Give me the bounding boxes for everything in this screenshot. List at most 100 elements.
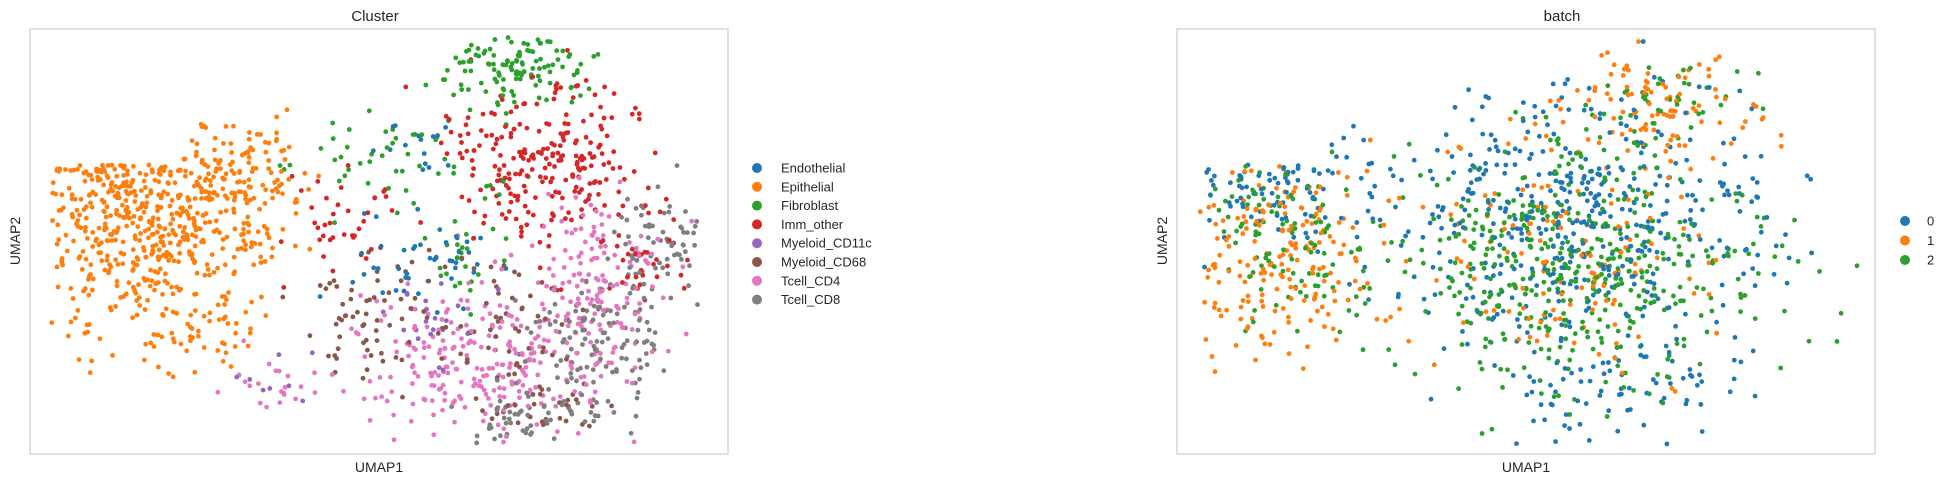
- scatter-point: [1526, 340, 1532, 345]
- scatter-point: [459, 87, 465, 92]
- scatter-point: [1261, 277, 1266, 283]
- scatter-point: [517, 121, 523, 127]
- scatter-point: [188, 312, 194, 318]
- scatter-point: [1650, 271, 1656, 277]
- scatter-point: [1608, 214, 1613, 219]
- scatter-point: [1486, 207, 1491, 212]
- scatter-point: [482, 196, 488, 201]
- scatter-point: [524, 222, 530, 228]
- scatter-point: [1687, 276, 1692, 282]
- scatter-point: [1732, 248, 1738, 254]
- scatter-point: [246, 160, 252, 166]
- scatter-point: [192, 196, 198, 201]
- scatter-point: [537, 66, 542, 71]
- scatter-point: [113, 304, 118, 309]
- scatter-point: [1699, 379, 1705, 384]
- scatter-point: [1783, 232, 1788, 238]
- scatter-point: [125, 191, 130, 197]
- scatter-point: [660, 295, 666, 301]
- scatter-point: [187, 204, 193, 210]
- scatter-point: [1294, 257, 1300, 263]
- scatter-point: [1601, 209, 1607, 215]
- scatter-point: [681, 285, 687, 291]
- scatter-point: [1605, 264, 1611, 270]
- scatter-point: [1540, 149, 1546, 154]
- scatter-point: [1468, 180, 1474, 186]
- scatter-point: [1754, 180, 1760, 185]
- scatter-point: [335, 346, 341, 352]
- scatter-point: [1595, 202, 1601, 208]
- scatter-point: [1209, 354, 1215, 359]
- scatter-point: [551, 396, 556, 402]
- scatter-point: [501, 258, 507, 264]
- scatter-point: [221, 141, 226, 146]
- scatter-point: [1434, 182, 1440, 188]
- scatter-point: [1649, 191, 1655, 196]
- scatter-point: [186, 198, 191, 203]
- scatter-point: [338, 154, 344, 160]
- scatter-point: [1545, 218, 1550, 224]
- scatter-point: [1731, 376, 1737, 382]
- scatter-point: [582, 316, 588, 322]
- scatter-point: [1308, 249, 1314, 255]
- scatter-point: [1609, 187, 1615, 193]
- scatter-point: [1471, 227, 1477, 233]
- scatter-point: [1741, 271, 1746, 277]
- scatter-point: [330, 235, 336, 241]
- scatter-point: [1260, 266, 1266, 272]
- scatter-point: [1563, 336, 1569, 342]
- scatter-point: [519, 306, 525, 312]
- scatter-point: [1714, 330, 1720, 336]
- scatter-point: [543, 175, 549, 181]
- scatter-point: [393, 135, 399, 141]
- scatter-point: [1633, 114, 1639, 120]
- scatter-point: [1289, 256, 1295, 262]
- scatter-point: [1603, 298, 1609, 303]
- scatter-point: [537, 40, 543, 46]
- scatter-point: [574, 159, 580, 165]
- scatter-point: [474, 365, 480, 371]
- scatter-point: [619, 214, 624, 220]
- scatter-point: [193, 291, 199, 297]
- scatter-point: [1520, 203, 1526, 209]
- scatter-point: [1479, 232, 1485, 238]
- scatter-point: [1473, 220, 1478, 226]
- scatter-point: [457, 280, 463, 286]
- scatter-point: [1250, 187, 1255, 193]
- scatter-point: [1531, 204, 1537, 209]
- scatter-point: [590, 367, 596, 373]
- scatter-point: [206, 171, 211, 177]
- scatter-point: [643, 258, 648, 263]
- scatter-point: [492, 111, 497, 117]
- scatter-point: [1554, 360, 1560, 366]
- scatter-point: [458, 82, 464, 88]
- scatter-point: [471, 383, 476, 389]
- scatter-point: [189, 138, 195, 144]
- scatter-point: [1583, 156, 1589, 162]
- scatter-point: [468, 58, 474, 64]
- scatter-point: [1529, 151, 1534, 157]
- scatter-point: [270, 188, 275, 194]
- scatter-point: [449, 276, 454, 281]
- scatter-point: [69, 196, 75, 202]
- scatter-point: [1619, 206, 1625, 212]
- scatter-point: [365, 180, 371, 186]
- scatter-point: [330, 211, 336, 217]
- scatter-point: [246, 184, 252, 190]
- scatter-point: [1526, 231, 1532, 236]
- scatter-point: [231, 254, 237, 260]
- scatter-point: [228, 141, 234, 147]
- scatter-point: [94, 236, 99, 242]
- scatter-point: [367, 418, 373, 423]
- scatter-point: [508, 420, 514, 426]
- scatter-point: [1588, 253, 1593, 259]
- scatter-point: [1585, 137, 1591, 142]
- scatter-point: [565, 47, 570, 53]
- scatter-point: [1521, 365, 1527, 371]
- scatter-point: [476, 53, 482, 59]
- scatter-point: [1313, 229, 1319, 235]
- scatter-point: [497, 398, 503, 404]
- scatter-point: [1467, 273, 1473, 279]
- scatter-point: [560, 48, 566, 54]
- scatter-point: [484, 133, 489, 139]
